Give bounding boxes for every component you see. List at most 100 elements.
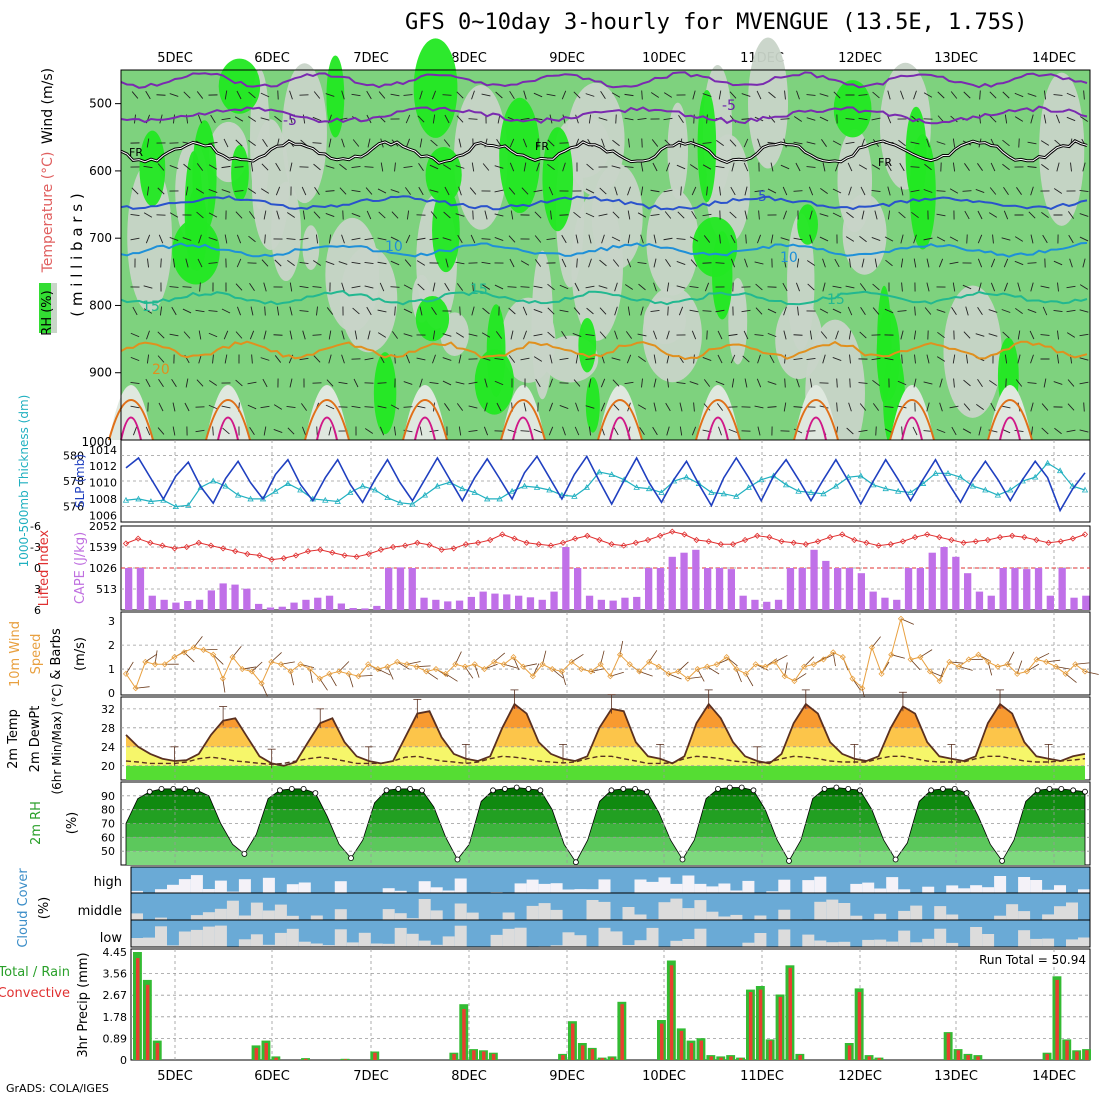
wind-barb (990, 162, 996, 172)
wind-barb (250, 162, 254, 172)
wind-barb (744, 258, 748, 268)
wind-speed-point (636, 668, 643, 675)
wind-barb (534, 211, 542, 219)
wind-speed-point (258, 680, 265, 687)
wind-barb (533, 356, 543, 362)
rh-point (940, 786, 946, 792)
wind-speed-point (500, 661, 507, 668)
footer-credit: GrADS: COLA/IGES (6, 1082, 109, 1095)
wind-barb (952, 162, 956, 172)
rh-point (1034, 787, 1041, 794)
cloud-cover-block (550, 883, 563, 893)
wind-barb (977, 163, 983, 171)
wind10-barb (1065, 673, 1077, 683)
wind-barb (691, 330, 697, 340)
wind-barb (263, 330, 267, 340)
cloud-cover-block (1018, 877, 1031, 893)
rh2m-ylabel-b: (%) (65, 812, 80, 835)
wind-speed-point (268, 658, 275, 665)
wind-barb (871, 117, 881, 121)
wind-barb (702, 310, 712, 312)
wind-barb (1004, 282, 1008, 292)
wind-speed-point (1062, 670, 1069, 677)
wind-barb (849, 354, 851, 364)
wind-barb (860, 306, 866, 316)
wind-barb (275, 162, 281, 172)
cloud-cover-block (214, 925, 227, 947)
thickness-point (944, 469, 952, 476)
wind-barb (390, 189, 400, 193)
wind-barb (313, 355, 321, 363)
wind-barb (351, 261, 361, 265)
wind-speed-point (219, 675, 226, 682)
cloud-cover-block (946, 885, 959, 893)
wind-barb (638, 283, 646, 291)
cloud-cover-block (730, 890, 743, 893)
wind-barb (444, 114, 450, 124)
cloud-cover-block (958, 888, 971, 893)
wind-barb (640, 234, 644, 244)
thickness-point (409, 500, 416, 507)
wind-barb (884, 406, 894, 408)
wind-barb (937, 331, 945, 339)
wind-barb (913, 234, 917, 244)
precip-convective-bar (373, 1052, 377, 1060)
wind-barb (160, 258, 162, 268)
wind-barb (468, 118, 478, 120)
wind-barb (639, 426, 645, 436)
li-tick-label: 3 (34, 583, 41, 596)
wind10-barb (900, 618, 914, 625)
wind-barb (821, 139, 827, 147)
rh-moist-patch (542, 127, 574, 232)
cape-bar (774, 599, 783, 610)
precip-convective-bar (1085, 1050, 1089, 1060)
precip-convective-bar (709, 1056, 713, 1060)
wind-barb (221, 308, 231, 314)
cloud-cover-block (442, 890, 455, 893)
wind-barb (884, 357, 894, 361)
wind-barb (834, 258, 840, 268)
slp-tick-label: 1010 (89, 477, 117, 490)
wind-barb (508, 187, 516, 195)
cape-bar (633, 596, 641, 610)
wind-barb (666, 354, 670, 364)
wind10-barb (910, 659, 921, 671)
precip-convective-bar (491, 1053, 496, 1060)
wind-barb (469, 187, 477, 195)
wind-barb (1040, 285, 1050, 289)
wind-speed-point (239, 665, 246, 673)
wind-speed-point (365, 661, 372, 668)
wind-barb (182, 286, 192, 288)
wind-barb (521, 187, 529, 195)
cloud-cover-block (1018, 930, 1031, 947)
wind-barb (835, 330, 839, 340)
thickness-point (795, 487, 802, 494)
wind-barb (273, 404, 283, 410)
wind-barb (653, 378, 657, 388)
surface-plume (109, 385, 153, 440)
wind-barb (520, 260, 530, 266)
wind-barb (249, 426, 255, 436)
wind-barb (667, 306, 669, 316)
li-tick-label: 0 (34, 562, 41, 575)
wind-barb (715, 380, 725, 386)
wind-barb (964, 210, 970, 220)
wind-barb (364, 261, 374, 265)
wind-barb (598, 285, 608, 289)
wind-speed-point (771, 658, 779, 665)
cape-bar (574, 568, 582, 610)
wind-barb (468, 381, 478, 385)
wind-barb (312, 334, 322, 336)
wind-barb (1079, 190, 1089, 192)
wind-barb (520, 286, 530, 288)
lifted-index-point (268, 556, 275, 563)
wind-barb (806, 141, 816, 145)
cloud-cover-block (1030, 938, 1043, 947)
wind-barb (963, 91, 971, 99)
wind-barb (819, 213, 829, 217)
wind-barb (754, 334, 764, 336)
wind10-barb (513, 656, 520, 671)
thickness-point (645, 485, 653, 492)
cloud-cover-block (598, 927, 611, 947)
